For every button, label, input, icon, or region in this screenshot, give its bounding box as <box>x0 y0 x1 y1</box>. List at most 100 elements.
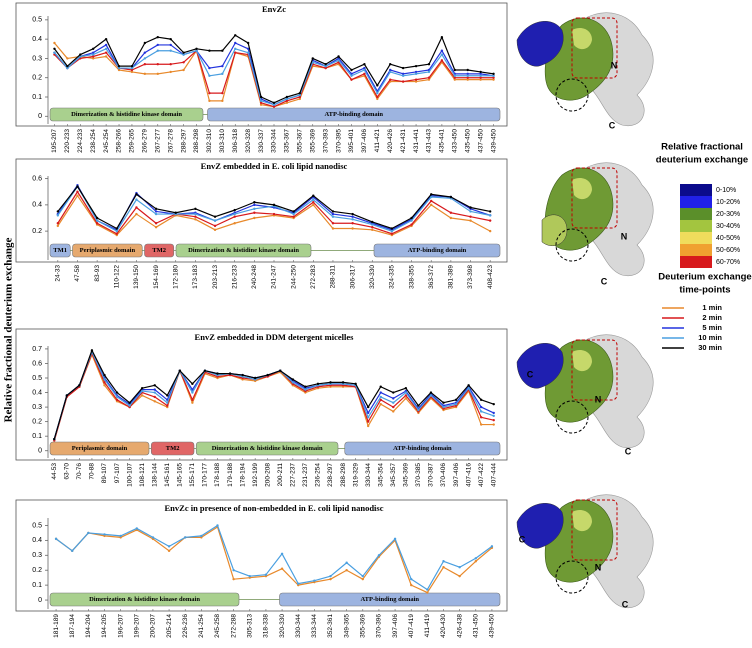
data-point <box>253 211 256 214</box>
data-point <box>153 384 156 387</box>
data-point <box>143 57 147 60</box>
highlight-circle <box>555 78 589 112</box>
y-tick-label: 0.4 <box>32 202 42 209</box>
data-point <box>213 224 217 228</box>
y-tick-label: 0.5 <box>32 522 42 529</box>
data-point <box>469 219 472 222</box>
data-point <box>442 405 445 409</box>
data-point <box>469 206 472 209</box>
structure-label: C <box>625 446 632 456</box>
data-point <box>379 395 382 399</box>
data-point <box>297 582 300 585</box>
data-point <box>56 210 60 213</box>
x-tick-label: 244-250 <box>290 265 297 289</box>
data-point <box>304 388 307 391</box>
data-point <box>492 402 495 406</box>
structure-label: C <box>527 369 534 379</box>
color-scale-title: Relative fractional <box>661 142 743 153</box>
data-point <box>272 103 276 106</box>
data-point <box>253 203 256 207</box>
data-point <box>143 41 147 45</box>
data-point <box>53 41 56 45</box>
data-point <box>390 227 394 230</box>
data-point <box>361 577 364 581</box>
data-point <box>363 63 366 66</box>
data-point <box>474 557 477 560</box>
data-point <box>259 95 263 99</box>
y-tick-label: 0.5 <box>32 375 42 382</box>
x-tick-label: 173-183 <box>192 265 199 289</box>
data-point <box>272 203 276 207</box>
data-point <box>135 212 138 216</box>
y-tick-label: 0 <box>38 448 42 455</box>
x-tick-label: 381-389 <box>448 265 455 289</box>
domain-label: ATP-binding domain <box>360 596 419 603</box>
x-tick-label: 83-93 <box>94 265 101 282</box>
data-point <box>298 97 302 101</box>
data-point <box>56 222 60 225</box>
data-point <box>492 414 495 418</box>
y-tick-label: 0.4 <box>32 537 42 544</box>
data-point <box>169 63 172 66</box>
x-tick-label: 216-233 <box>231 265 238 289</box>
data-point <box>115 395 119 399</box>
x-tick-label: 259-265 <box>129 129 136 153</box>
y-tick-label: 0.3 <box>32 404 42 411</box>
data-point <box>479 72 482 76</box>
domain-label: Dimerization & histidine kinase domain <box>89 596 200 603</box>
data-point <box>363 72 366 76</box>
x-tick-label: 100-107 <box>126 463 133 487</box>
panel-frame <box>15 328 508 461</box>
data-point <box>417 404 420 407</box>
data-point <box>234 41 237 45</box>
x-tick-label: 231-237 <box>302 463 309 487</box>
x-tick-label: 407-422 <box>478 463 485 487</box>
domain-label: TM2 <box>152 247 166 254</box>
data-point <box>430 203 433 207</box>
x-tick-label: 395-401 <box>348 129 355 153</box>
x-tick-label: 178-188 <box>214 463 221 487</box>
data-point <box>246 51 250 54</box>
color-swatch <box>680 256 712 268</box>
data-point <box>103 378 106 381</box>
color-swatch <box>680 184 712 196</box>
data-point <box>253 216 256 220</box>
color-scale-label: 50-60% <box>716 247 740 254</box>
data-point <box>233 215 236 218</box>
data-point <box>363 68 366 72</box>
data-point <box>350 74 353 77</box>
domain-box <box>49 592 240 607</box>
data-point <box>279 369 282 372</box>
data-point <box>241 373 244 377</box>
data-point <box>292 210 295 213</box>
data-point <box>174 211 177 214</box>
data-point <box>92 55 95 58</box>
data-point <box>203 369 207 372</box>
data-point <box>392 401 395 404</box>
x-tick-label: 179-188 <box>227 463 234 487</box>
data-point <box>366 424 370 428</box>
x-tick-label: 333-344 <box>311 614 318 638</box>
data-point <box>292 215 295 218</box>
panel-frame <box>15 2 508 127</box>
data-point <box>466 78 469 81</box>
y-tick-label: 0.2 <box>32 567 42 574</box>
data-point <box>488 229 492 233</box>
data-point <box>78 384 81 387</box>
data-point <box>366 416 370 419</box>
x-tick-label: 330-337 <box>258 129 265 153</box>
data-point <box>184 536 187 539</box>
data-point <box>479 416 483 419</box>
x-tick-label: 224-233 <box>77 129 84 153</box>
data-point <box>156 36 159 39</box>
data-point <box>442 401 445 404</box>
x-tick-label: 194-205 <box>101 614 108 638</box>
x-tick-label: 373-398 <box>467 265 474 289</box>
structure-label: C <box>519 534 526 544</box>
data-point <box>166 401 169 404</box>
data-point <box>104 51 108 54</box>
data-point <box>92 53 95 56</box>
domain-box <box>175 243 312 258</box>
data-point <box>53 437 56 441</box>
x-tick-label: 397-406 <box>453 463 460 487</box>
